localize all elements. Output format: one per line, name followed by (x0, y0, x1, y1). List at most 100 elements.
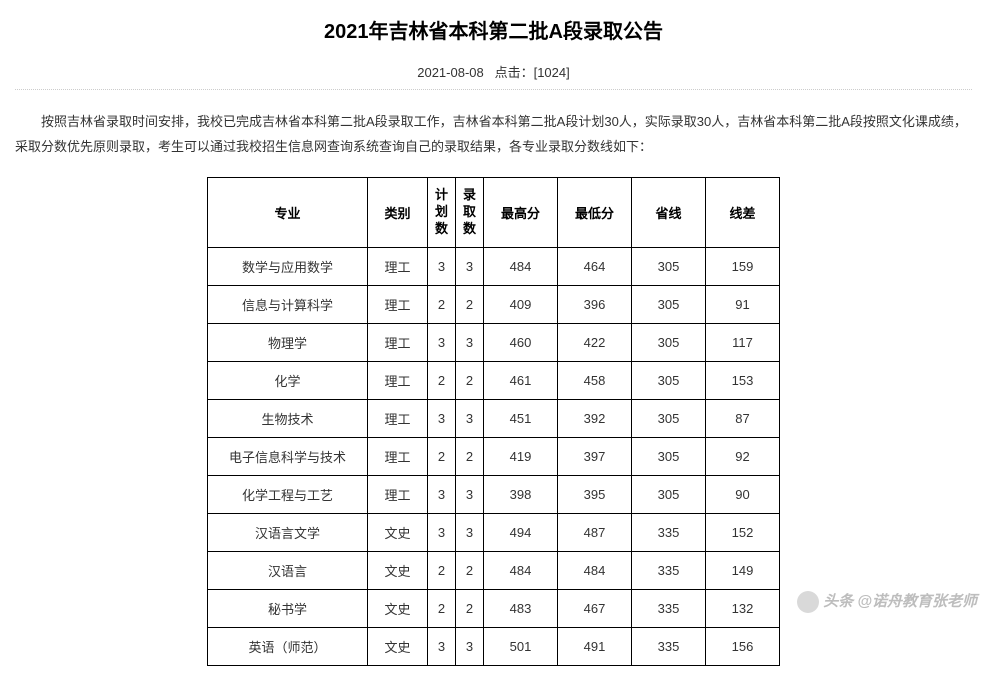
cell-admitted: 3 (456, 628, 484, 666)
cell-major: 化学工程与工艺 (208, 476, 368, 514)
cell-category: 文史 (368, 552, 428, 590)
cell-major: 英语（师范） (208, 628, 368, 666)
cell-min: 484 (558, 552, 632, 590)
header-diff: 线差 (706, 178, 780, 248)
cell-category: 理工 (368, 286, 428, 324)
cell-plan: 2 (428, 552, 456, 590)
cell-max: 398 (484, 476, 558, 514)
page-title: 2021年吉林省本科第二批A段录取公告 (0, 15, 987, 44)
cell-min: 467 (558, 590, 632, 628)
table-body: 数学与应用数学理工33484464305159信息与计算科学理工22409396… (208, 248, 780, 666)
cell-category: 理工 (368, 476, 428, 514)
cell-plan: 2 (428, 362, 456, 400)
cell-max: 419 (484, 438, 558, 476)
meta-date: 2021-08-08 (417, 65, 484, 80)
cell-min: 395 (558, 476, 632, 514)
cell-major: 秘书学 (208, 590, 368, 628)
cell-admitted: 2 (456, 438, 484, 476)
cell-category: 文史 (368, 628, 428, 666)
cell-provincial: 335 (632, 514, 706, 552)
cell-plan: 3 (428, 400, 456, 438)
table-row: 电子信息科学与技术理工2241939730592 (208, 438, 780, 476)
table-row: 汉语言文史22484484335149 (208, 552, 780, 590)
table-row: 生物技术理工3345139230587 (208, 400, 780, 438)
cell-diff: 149 (706, 552, 780, 590)
cell-diff: 117 (706, 324, 780, 362)
cell-category: 文史 (368, 590, 428, 628)
meta-clicks-label: 点击： (495, 65, 534, 80)
cell-major: 数学与应用数学 (208, 248, 368, 286)
cell-admitted: 3 (456, 400, 484, 438)
cell-plan: 3 (428, 248, 456, 286)
cell-max: 483 (484, 590, 558, 628)
cell-major: 化学 (208, 362, 368, 400)
cell-min: 487 (558, 514, 632, 552)
cell-category: 理工 (368, 248, 428, 286)
table-row: 汉语言文学文史33494487335152 (208, 514, 780, 552)
cell-plan: 2 (428, 590, 456, 628)
cell-major: 汉语言 (208, 552, 368, 590)
cell-admitted: 3 (456, 476, 484, 514)
cell-category: 理工 (368, 438, 428, 476)
cell-category: 理工 (368, 362, 428, 400)
cell-provincial: 305 (632, 438, 706, 476)
cell-min: 396 (558, 286, 632, 324)
cell-major: 信息与计算科学 (208, 286, 368, 324)
cell-max: 451 (484, 400, 558, 438)
cell-plan: 3 (428, 476, 456, 514)
cell-provincial: 305 (632, 476, 706, 514)
table-row: 秘书学文史22483467335132 (208, 590, 780, 628)
cell-plan: 3 (428, 628, 456, 666)
cell-provincial: 305 (632, 286, 706, 324)
cell-min: 458 (558, 362, 632, 400)
divider (15, 89, 972, 90)
cell-admitted: 2 (456, 362, 484, 400)
cell-provincial: 335 (632, 552, 706, 590)
cell-diff: 91 (706, 286, 780, 324)
cell-major: 物理学 (208, 324, 368, 362)
cell-provincial: 335 (632, 628, 706, 666)
cell-admitted: 3 (456, 248, 484, 286)
table-row: 数学与应用数学理工33484464305159 (208, 248, 780, 286)
watermark: 头条 @诺舟教育张老师 (797, 590, 977, 613)
cell-admitted: 2 (456, 590, 484, 628)
cell-category: 理工 (368, 400, 428, 438)
header-provincial: 省线 (632, 178, 706, 248)
cell-category: 文史 (368, 514, 428, 552)
cell-provincial: 335 (632, 590, 706, 628)
cell-major: 生物技术 (208, 400, 368, 438)
cell-diff: 152 (706, 514, 780, 552)
header-major: 专业 (208, 178, 368, 248)
header-admitted: 录取数 (456, 178, 484, 248)
cell-min: 464 (558, 248, 632, 286)
cell-major: 电子信息科学与技术 (208, 438, 368, 476)
cell-diff: 90 (706, 476, 780, 514)
cell-diff: 153 (706, 362, 780, 400)
cell-plan: 2 (428, 438, 456, 476)
cell-max: 409 (484, 286, 558, 324)
cell-diff: 159 (706, 248, 780, 286)
cell-plan: 3 (428, 324, 456, 362)
cell-max: 461 (484, 362, 558, 400)
intro-paragraph: 按照吉林省录取时间安排，我校已完成吉林省本科第二批A段录取工作，吉林省本科第二批… (15, 110, 972, 159)
table-row: 化学工程与工艺理工3339839530590 (208, 476, 780, 514)
table-row: 物理学理工33460422305117 (208, 324, 780, 362)
cell-provincial: 305 (632, 324, 706, 362)
table-row: 英语（师范）文史33501491335156 (208, 628, 780, 666)
cell-diff: 156 (706, 628, 780, 666)
cell-max: 460 (484, 324, 558, 362)
cell-max: 501 (484, 628, 558, 666)
cell-min: 422 (558, 324, 632, 362)
cell-plan: 2 (428, 286, 456, 324)
meta-line: 2021-08-08 点击：[1024] (0, 62, 987, 81)
cell-admitted: 3 (456, 514, 484, 552)
header-min: 最低分 (558, 178, 632, 248)
cell-plan: 3 (428, 514, 456, 552)
cell-provincial: 305 (632, 362, 706, 400)
cell-diff: 92 (706, 438, 780, 476)
watermark-text: 头条 @诺舟教育张老师 (823, 593, 977, 610)
cell-max: 484 (484, 552, 558, 590)
table-header-row: 专业 类别 计划数 录取数 最高分 最低分 省线 线差 (208, 178, 780, 248)
cell-category: 理工 (368, 324, 428, 362)
cell-major: 汉语言文学 (208, 514, 368, 552)
